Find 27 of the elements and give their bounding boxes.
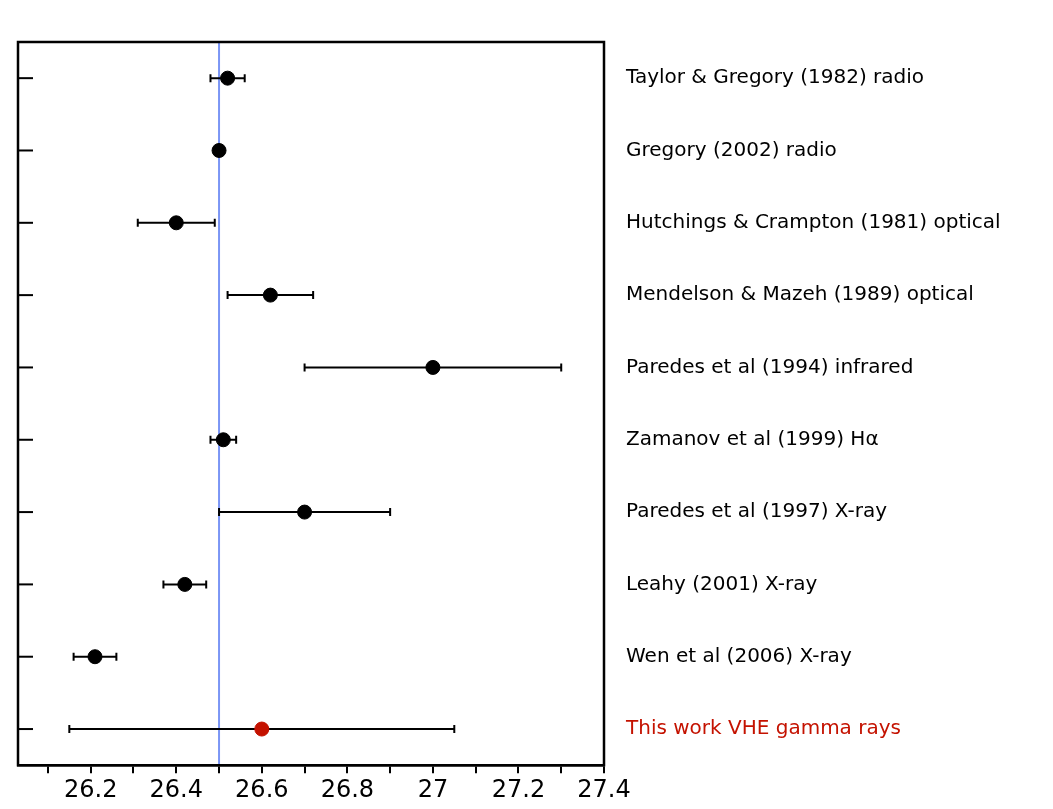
y-tick-label: Hutchings & Crampton (1981) optical (626, 209, 1001, 233)
y-tick-label: Gregory (2002) radio (626, 136, 837, 161)
y-tick-label: This work VHE gamma rays (625, 715, 901, 740)
x-tick-label: 27.2 (491, 774, 546, 803)
point (262, 287, 278, 303)
y-tick-label: Paredes et al (1997) X-ray (626, 498, 888, 523)
point (211, 142, 227, 158)
point (177, 576, 193, 592)
x-tick-label: 26.8 (320, 774, 375, 803)
x-tick-label: 26.2 (64, 774, 118, 803)
y-tick-label: Leahy (2001) X-ray (626, 570, 818, 595)
y-tick-label: Zamanov et al (1999) Hα (626, 425, 879, 450)
point (297, 504, 313, 520)
point (168, 215, 184, 231)
y-tick-label: Taylor & Gregory (1982) radio (625, 64, 925, 89)
x-tick-label: 26.6 (235, 774, 289, 803)
point (220, 70, 236, 86)
point (425, 359, 441, 375)
point (254, 721, 270, 737)
point (87, 649, 103, 665)
y-tick-label: Paredes et al (1994) infrared (626, 353, 914, 378)
x-tick-label: 26.4 (149, 774, 203, 803)
x-tick-label: 27 (417, 774, 449, 803)
x-tick-label: 27.4 (577, 774, 631, 803)
y-tick-label: Wen et al (2006) X-ray (626, 642, 852, 667)
point (215, 432, 231, 448)
y-tick-label: Mendelson & Mazeh (1989) optical (626, 281, 974, 306)
